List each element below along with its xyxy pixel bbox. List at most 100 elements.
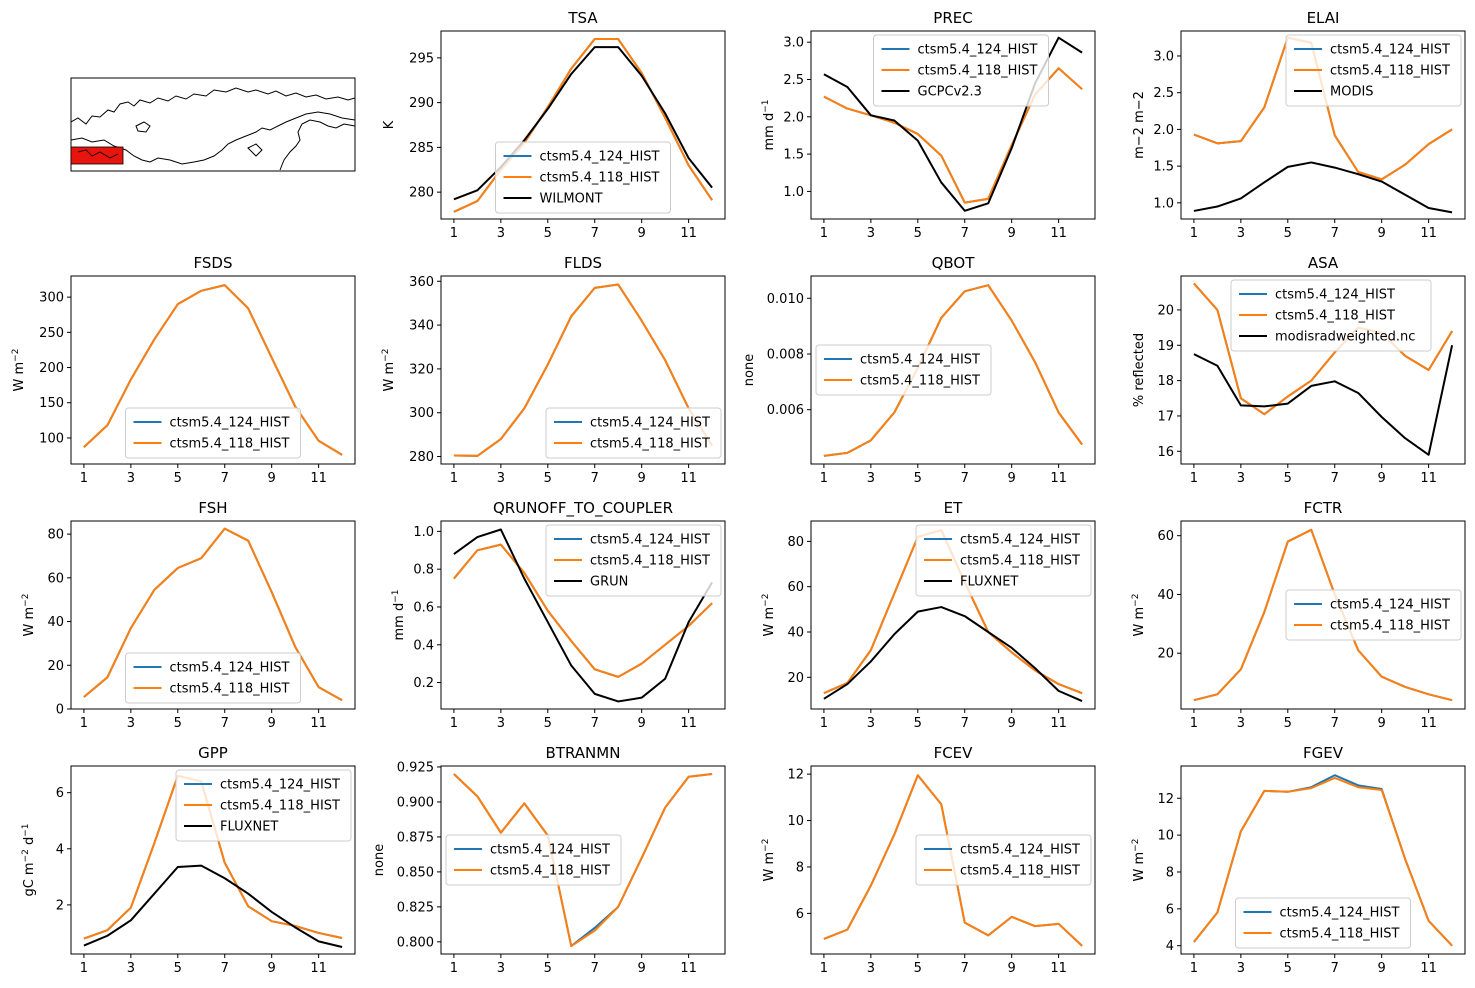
legend-box (873, 34, 1049, 107)
x-tick-label: 1 (450, 471, 458, 486)
y-tick-label: 40 (787, 625, 804, 640)
legend-box (545, 407, 722, 459)
x-tick-label: 5 (544, 226, 552, 241)
legend: ctsm5.4_124_HIST ctsm5.4_118_HIST GCPCv2.3 (873, 34, 1049, 107)
y-axis-label-sup: −2 (761, 839, 771, 852)
legend-entry: ctsm5.4_118_HIST (1280, 927, 1400, 942)
legend: ctsm5.4_124_HIST ctsm5.4_118_HIST MODIS (1285, 34, 1462, 107)
y-axis-label-text: mm d (762, 113, 777, 151)
chart-title: ET (944, 499, 963, 517)
y-tick-label: 280 (409, 186, 434, 201)
chart-panel-tsa: TSA 1 3 5 7 9 11 280 285 290 295 Kctsm5.4_124_HISTc… (382, 9, 726, 241)
x-tick-label: 7 (221, 961, 229, 976)
legend-entry: ctsm5.4_118_HIST (490, 864, 610, 879)
legend-entry: ctsm5.4_124_HIST (1275, 288, 1395, 303)
legend-entry: ctsm5.4_124_HIST (1330, 43, 1450, 58)
y-tick-label: 0 (56, 703, 64, 718)
x-tick-label: 11 (1420, 716, 1437, 731)
map-inset (70, 77, 356, 172)
legend: ctsm5.4_124_HIST ctsm5.4_118_HIST (1235, 897, 1411, 949)
chart-panel-fcev: FCEV 1 3 5 7 9 11 6 8 10 12 W m−2 ctsm5.4_124_HISTct… (761, 744, 1096, 976)
y-tick-label: 19 (1157, 339, 1174, 354)
x-tick-label: 3 (497, 716, 505, 731)
x-tick-label: 9 (268, 961, 276, 976)
y-tick-label: 60 (47, 571, 64, 586)
x-tick-label: 3 (497, 226, 505, 241)
y-tick-label: 1.0 (783, 185, 804, 200)
y-tick-label: 8 (1166, 865, 1174, 880)
chart-title: BTRANMN (546, 744, 621, 762)
chart-title: FGEV (1303, 744, 1344, 762)
y-tick-label: 360 (409, 275, 434, 290)
x-tick-label: 9 (1008, 716, 1016, 731)
y-tick-label: 0.010 (767, 292, 804, 307)
legend-box (1230, 279, 1432, 352)
y-axis-label-text: none (372, 844, 387, 876)
chart-title: FSH (198, 499, 227, 517)
chart-panel-et: ET 1 3 5 7 9 11 20 40 60 80 W m−2 ctsm5.4_124_HISTct… (761, 499, 1096, 731)
map-coastline (77, 149, 119, 159)
x-tick-label: 7 (591, 226, 599, 241)
x-tick-label: 11 (1050, 961, 1067, 976)
series-line-ctsm5-4-118-hist (1193, 528, 1453, 702)
axes-frame (1180, 275, 1466, 465)
x-tick-label: 11 (680, 226, 697, 241)
y-axis-label-text: W m (1132, 607, 1147, 637)
y-tick-label: 1.5 (783, 148, 804, 163)
legend-entry: ctsm5.4_118_HIST (170, 437, 290, 452)
y-axis-label-sup: −1 (761, 100, 771, 113)
chart-title: QRUNOFF_TO_COUPLER (493, 499, 673, 518)
y-axis-label-text: W m (762, 607, 777, 637)
y-tick-label: 0.8 (413, 563, 434, 578)
legend-entry: FLUXNET (220, 820, 278, 835)
x-tick-label: 7 (1331, 961, 1339, 976)
y-tick-label: 0.4 (413, 638, 434, 653)
chart-panel-gpp: GPP 1 3 5 7 9 11 2 4 6 gC m−2 d−1 ctsm5.4_124_HISTc… (21, 744, 356, 976)
y-tick-label: 3.0 (1153, 49, 1174, 64)
y-tick-label: 20 (1157, 647, 1174, 662)
y-tick-label: 6 (796, 907, 804, 922)
chart-title: QBOT (932, 254, 976, 272)
legend-entry: ctsm5.4_118_HIST (540, 171, 660, 186)
legend-box (915, 834, 1092, 886)
y-tick-label: 20 (47, 659, 64, 674)
x-tick-label: 9 (268, 716, 276, 731)
y-tick-label: 18 (1157, 374, 1174, 389)
y-tick-label: 6 (1166, 902, 1174, 917)
y-axis-label-text: W m (382, 362, 397, 392)
legend-box (815, 344, 992, 396)
map-coastline-south (71, 111, 355, 165)
legend-entry: ctsm5.4_124_HIST (1280, 906, 1400, 921)
legend-entry: ctsm5.4_118_HIST (918, 64, 1038, 79)
y-axis-label-text: W m (12, 362, 27, 392)
x-tick-label: 11 (310, 961, 327, 976)
chart-title: GPP (198, 744, 228, 762)
series-line-modis (1193, 161, 1453, 214)
y-axis-label-text: m−2 m−2 (1132, 91, 1147, 159)
y-axis-label: W m−2 (1131, 594, 1147, 637)
y-tick-label: 2.0 (1153, 123, 1174, 138)
y-axis-label: m−2 m−2 (1132, 91, 1147, 159)
y-tick-label: 20 (1157, 303, 1174, 318)
series-line-ctsm5-4-118-hist (1193, 776, 1453, 947)
chart-panel-prec: PREC 1 3 5 7 9 11 1.0 1.5 2.0 2.5 3.0 mm d−1 ctsm5.4_… (761, 9, 1096, 241)
x-tick-label: 3 (497, 471, 505, 486)
x-tick-label: 7 (591, 716, 599, 731)
x-tick-label: 3 (1237, 226, 1245, 241)
chart-title: TSA (567, 9, 598, 27)
x-tick-label: 9 (1008, 471, 1016, 486)
chart-panel-fsh: FSH 1 3 5 7 9 11 0 20 40 60 80 W m−2 ctsm5.4_124_HIST… (21, 499, 356, 731)
x-tick-label: 3 (1237, 716, 1245, 731)
y-tick-label: 40 (1157, 588, 1174, 603)
y-tick-label: 150 (39, 396, 64, 411)
x-tick-label: 11 (1420, 471, 1437, 486)
legend-entry: ctsm5.4_118_HIST (1330, 64, 1450, 79)
x-tick-label: 3 (867, 716, 875, 731)
x-tick-label: 5 (544, 716, 552, 731)
x-tick-label: 1 (450, 961, 458, 976)
x-tick-label: 7 (1331, 471, 1339, 486)
legend-entry: ctsm5.4_118_HIST (170, 682, 290, 697)
legend-entry: ctsm5.4_124_HIST (918, 43, 1038, 58)
x-tick-label: 11 (680, 471, 697, 486)
chart-panel-elai: ELAI 1 3 5 7 9 11 1.0 1.5 2.0 2.5 3.0 m−2 m−2 ctsm5.4… (1132, 9, 1466, 241)
